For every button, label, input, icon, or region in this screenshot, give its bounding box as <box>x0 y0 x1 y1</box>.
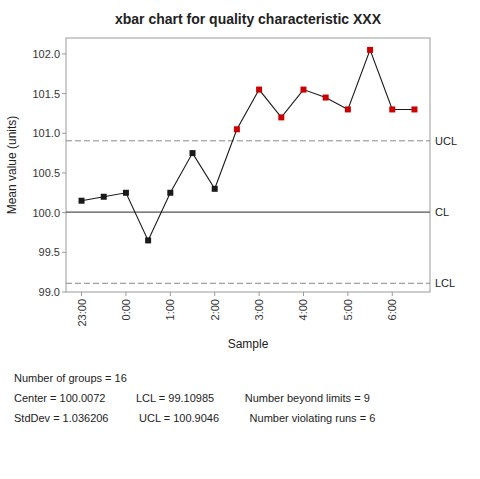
x-tick-label: 6:00 <box>386 299 398 320</box>
point <box>101 194 107 200</box>
x-tick <box>303 292 304 296</box>
x-tick <box>347 292 348 296</box>
x-tick <box>259 292 260 296</box>
y-tick <box>62 212 66 213</box>
point <box>323 95 329 101</box>
point <box>190 150 196 156</box>
control-line-label: LCL <box>435 277 455 289</box>
control-line <box>66 140 430 141</box>
point <box>167 190 173 196</box>
y-tick-label: 99.0 <box>39 286 60 298</box>
y-tick <box>62 172 66 173</box>
x-tick-label: 3:00 <box>253 299 265 320</box>
x-tick <box>392 292 393 296</box>
point <box>256 87 262 93</box>
y-tick <box>62 292 66 293</box>
point <box>212 186 218 192</box>
y-tick-label: 99.5 <box>39 246 60 258</box>
control-line-label: CL <box>435 206 449 218</box>
point <box>389 106 395 112</box>
point <box>411 106 417 112</box>
x-tick-label: 5:00 <box>342 299 354 320</box>
control-line <box>66 211 430 212</box>
y-tick-label: 100.5 <box>32 167 60 179</box>
plot-frame <box>66 38 430 292</box>
x-tick <box>125 292 126 296</box>
y-tick-label: 101.0 <box>32 127 60 139</box>
point <box>345 106 351 112</box>
x-tick-label: 0:00 <box>120 299 132 320</box>
plot-area <box>66 47 430 283</box>
stats-text: StdDev = 1.036206 UCL = 100.9046 Number … <box>14 412 375 424</box>
x-tick-label: 23:00 <box>76 299 88 327</box>
x-tick <box>214 292 215 296</box>
point <box>79 198 85 204</box>
point <box>145 237 151 243</box>
x-tick <box>170 292 171 296</box>
x-tick <box>81 292 82 296</box>
x-tick-label: 2:00 <box>209 299 221 320</box>
point <box>278 114 284 120</box>
y-tick <box>62 53 66 54</box>
y-tick-label: 101.5 <box>32 88 60 100</box>
stats-text: Center = 100.0072 LCL = 99.10985 Number … <box>14 392 370 404</box>
point <box>123 190 129 196</box>
y-tick <box>62 252 66 253</box>
point <box>300 87 306 93</box>
y-tick <box>62 133 66 134</box>
point <box>234 126 240 132</box>
x-tick-label: 4:00 <box>297 299 309 320</box>
y-tick <box>62 93 66 94</box>
control-line <box>66 283 430 284</box>
chart: xbar chart for quality characteristic XX… <box>0 0 480 479</box>
control-line-label: UCL <box>435 135 457 147</box>
y-tick-label: 102.0 <box>32 48 60 60</box>
title: xbar chart for quality characteristic XX… <box>115 11 382 27</box>
stats-text: Number of groups = 16 <box>14 372 127 384</box>
series-line <box>82 50 415 241</box>
y-tick-label: 100.0 <box>32 207 60 219</box>
x-axis-label: Sample <box>228 337 269 351</box>
x-tick-label: 1:00 <box>164 299 176 320</box>
point <box>367 47 373 53</box>
y-axis-label: Mean value (units) <box>5 116 19 215</box>
